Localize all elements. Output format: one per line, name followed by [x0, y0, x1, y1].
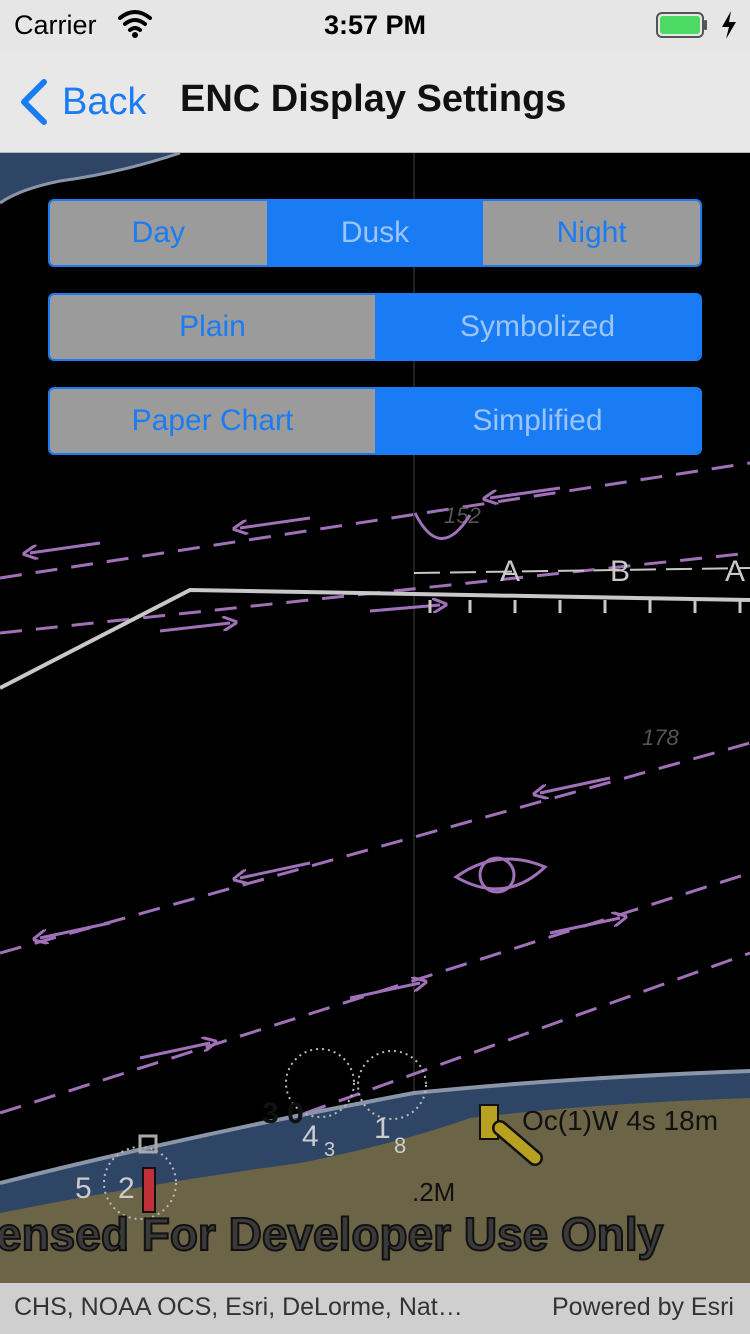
lane-arrows	[30, 486, 620, 1060]
sounding-label: 3 0	[262, 1097, 304, 1130]
status-bar: Carrier 3:57 PM	[0, 0, 750, 52]
lane-letter-1: A	[500, 555, 520, 588]
wifi-icon	[118, 10, 152, 38]
segment-simplified[interactable]: Simplified	[375, 389, 700, 453]
back-button[interactable]: Back	[18, 74, 146, 130]
battery-icon	[656, 12, 707, 38]
sounding-label: 178	[642, 725, 679, 750]
sounding-label: 1	[374, 1112, 391, 1145]
point-symbolization-segmented-control: Paper Chart Simplified	[48, 387, 702, 455]
buoy-icon	[142, 1167, 156, 1213]
sounding-label: 8	[394, 1133, 406, 1158]
precautionary-symbol	[413, 512, 472, 540]
attribution-bar: CHS, NOAA OCS, Esri, DeLorme, Nat… Power…	[0, 1283, 750, 1334]
distance-label: .2M	[412, 1177, 455, 1207]
license-watermark: ensed For Developer Use Only	[0, 1208, 664, 1260]
segment-plain[interactable]: Plain	[50, 295, 375, 359]
navigation-bar: Back ENC Display Settings	[0, 52, 750, 153]
color-scheme-segmented-control: Day Dusk Night	[48, 199, 702, 267]
page-title: ENC Display Settings	[180, 78, 567, 120]
carrier-label: Carrier	[14, 10, 97, 40]
area-symbolization-segmented-control: Plain Symbolized	[48, 293, 702, 361]
charging-icon	[722, 11, 736, 39]
lane-letter-2: B	[610, 555, 630, 588]
segment-day[interactable]: Day	[50, 201, 267, 265]
sounding-label: 5	[75, 1172, 92, 1205]
sounding-label: 2	[118, 1172, 135, 1205]
cable-line	[0, 587, 750, 690]
clock: 3:57 PM	[323, 10, 427, 40]
segment-symbolized[interactable]: Symbolized	[375, 295, 700, 359]
segment-paper-chart[interactable]: Paper Chart	[50, 389, 375, 453]
land-area	[0, 1098, 750, 1283]
cable-ticks	[428, 600, 742, 613]
sounding-label: 4	[302, 1120, 319, 1153]
light-characteristic-label: Oc(1)W 4s 18m	[522, 1105, 718, 1136]
powered-by-label: Powered by Esri	[551, 1293, 734, 1321]
attribution-text[interactable]: CHS, NOAA OCS, Esri, DeLorme, Nat…	[14, 1293, 463, 1321]
segment-night[interactable]: Night	[483, 201, 700, 265]
sounding-label: 3	[324, 1139, 335, 1161]
chevron-left-icon	[21, 79, 47, 125]
lane-letter-3: A	[725, 555, 745, 588]
segment-dusk[interactable]: Dusk	[266, 201, 484, 265]
beacon-icon	[138, 1134, 158, 1154]
back-label: Back	[62, 80, 147, 123]
